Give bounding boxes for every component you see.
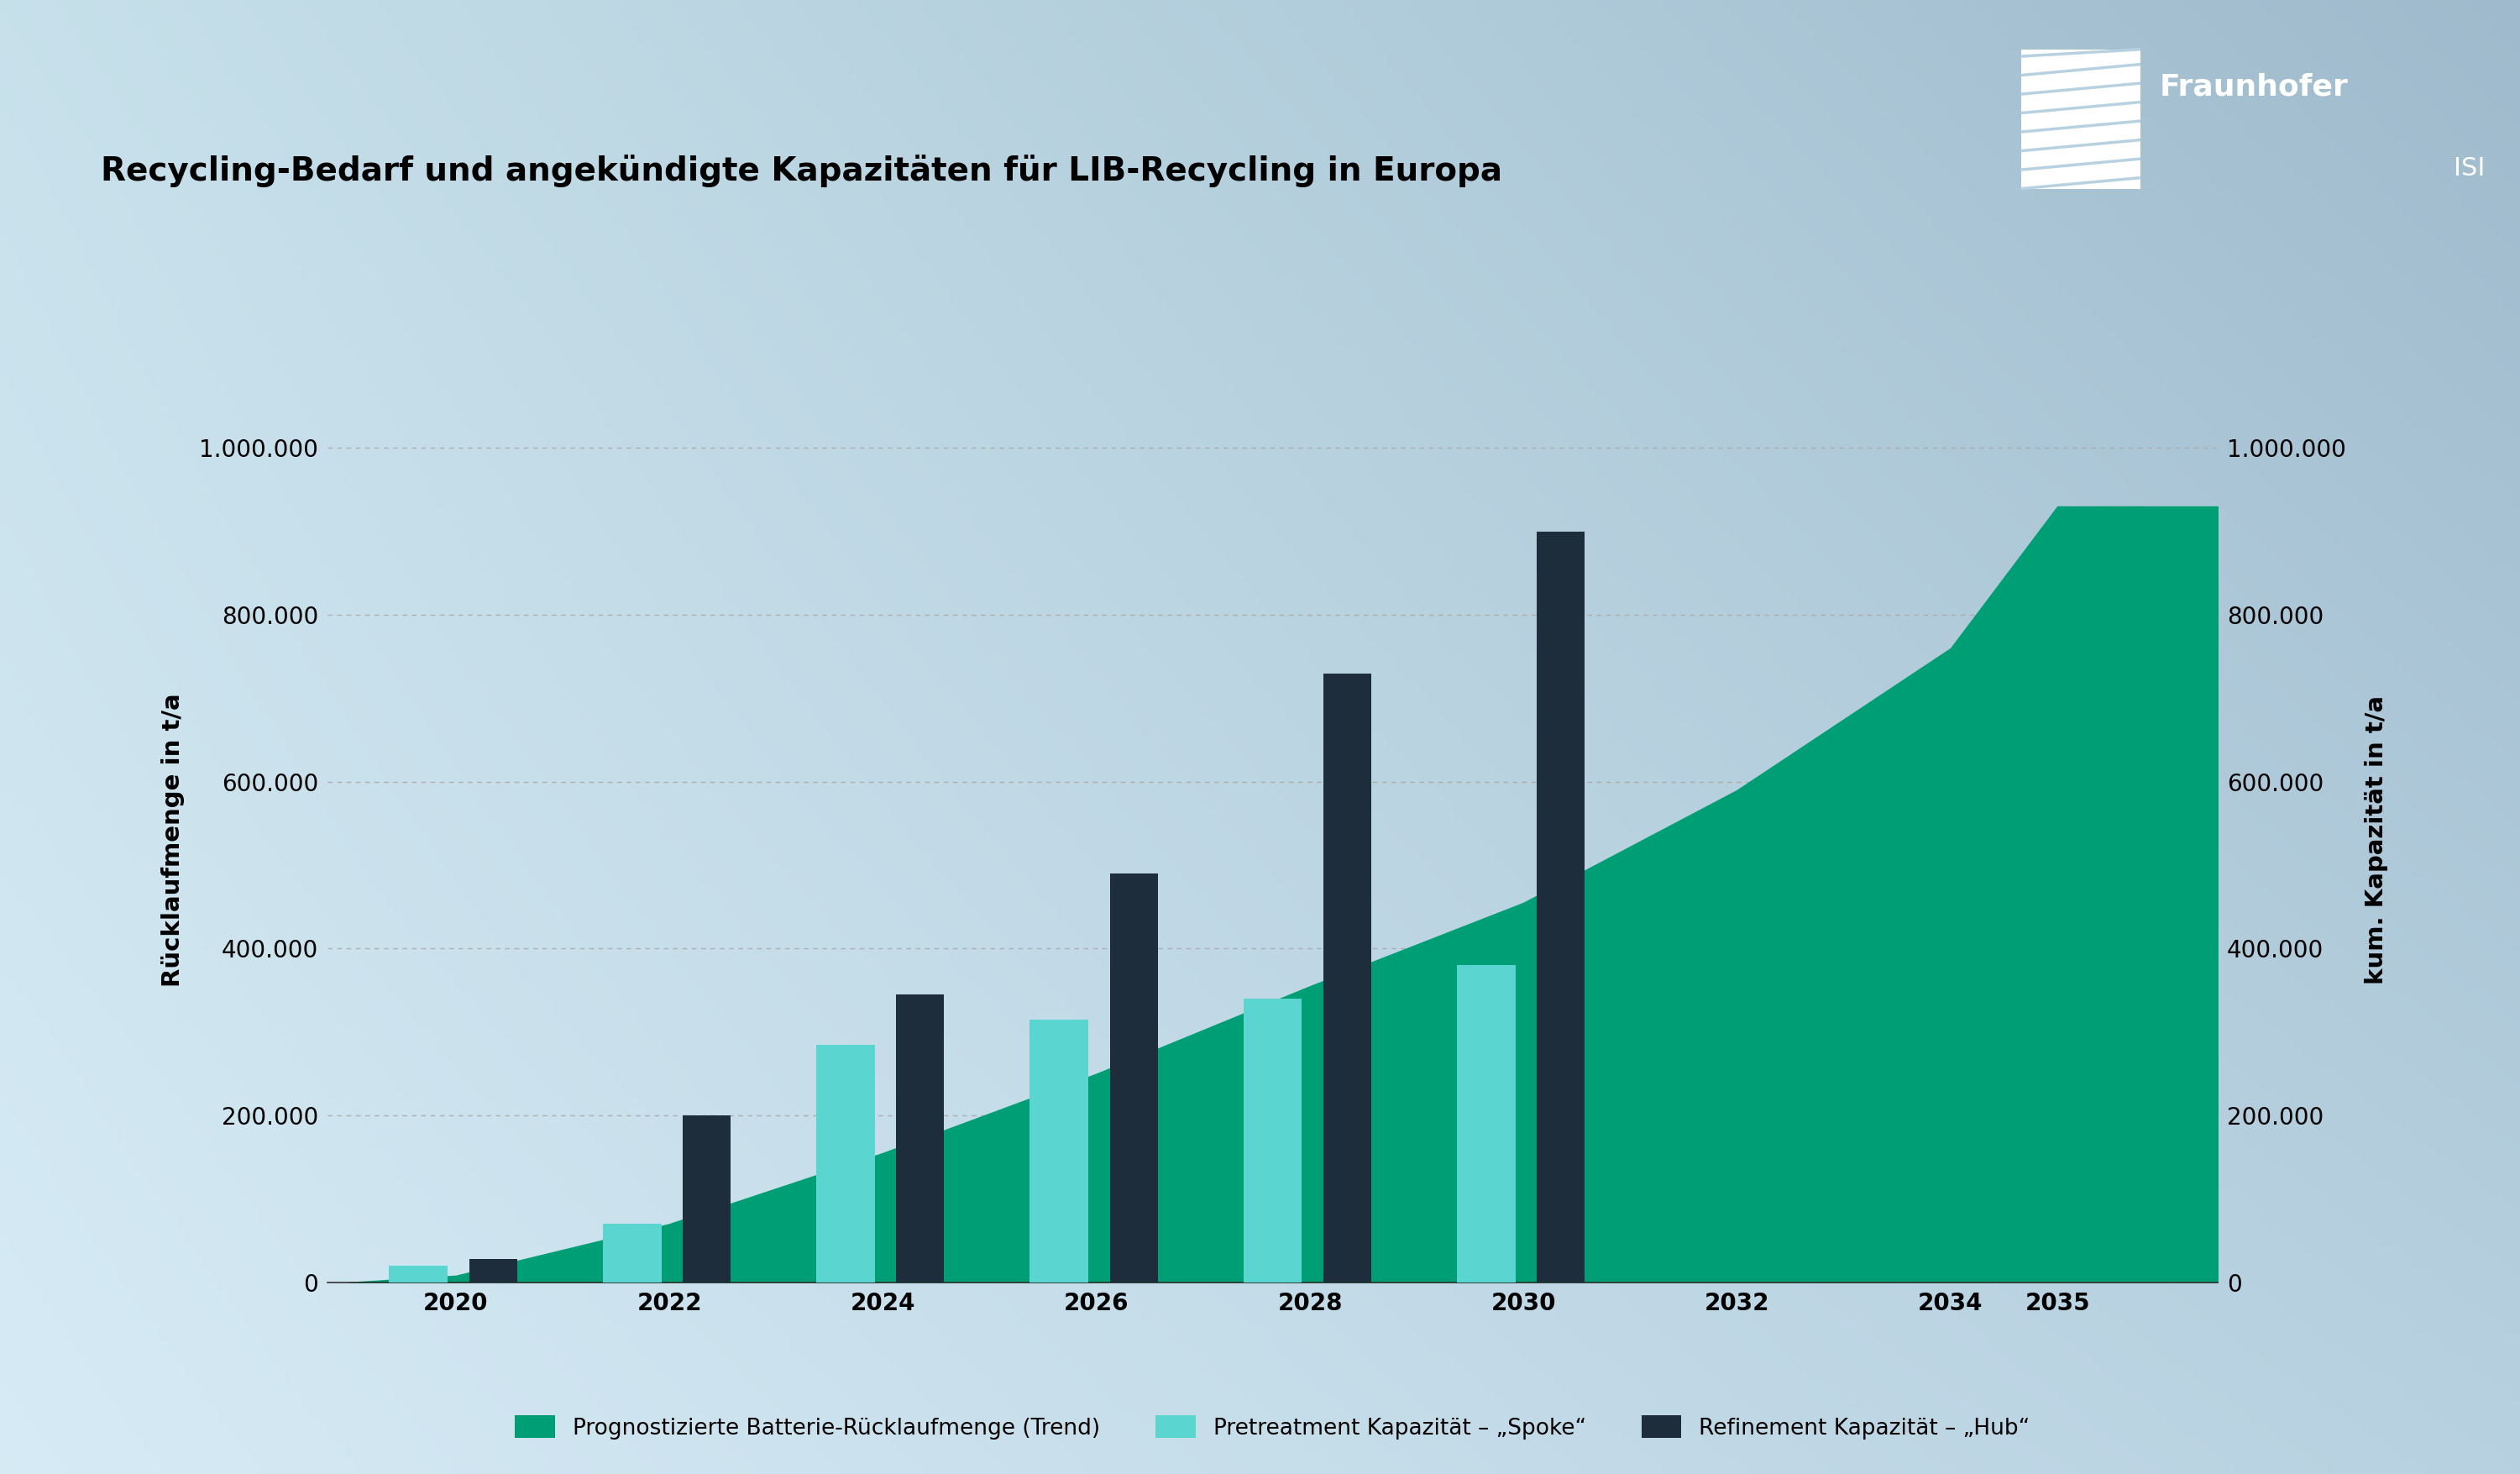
Text: ISI: ISI <box>2454 156 2485 181</box>
Bar <box>897 995 945 1282</box>
FancyBboxPatch shape <box>2021 50 2139 189</box>
Bar <box>683 1116 731 1282</box>
Text: Recycling-Bedarf und angekündigte Kapazitäten für LIB-Recycling in Europa: Recycling-Bedarf und angekündigte Kapazi… <box>101 155 1502 187</box>
Bar <box>1031 1020 1089 1282</box>
Text: Fraunhofer: Fraunhofer <box>2160 72 2349 100</box>
Bar <box>388 1266 449 1282</box>
Bar <box>1323 674 1371 1282</box>
Bar <box>1537 532 1585 1282</box>
Bar <box>469 1259 517 1282</box>
Legend: Prognostizierte Batterie-Rücklaufmenge (Trend), Pretreatment Kapazität – „Spoke“: Prognostizierte Batterie-Rücklaufmenge (… <box>507 1406 2039 1447</box>
Bar <box>1242 999 1303 1282</box>
Bar <box>1457 965 1515 1282</box>
Bar <box>1109 874 1157 1282</box>
Y-axis label: kum. Kapazität in t/a: kum. Kapazität in t/a <box>2364 696 2389 985</box>
Bar <box>602 1223 660 1282</box>
Y-axis label: Rücklaufmenge in t/a: Rücklaufmenge in t/a <box>161 693 184 988</box>
Bar <box>816 1045 874 1282</box>
